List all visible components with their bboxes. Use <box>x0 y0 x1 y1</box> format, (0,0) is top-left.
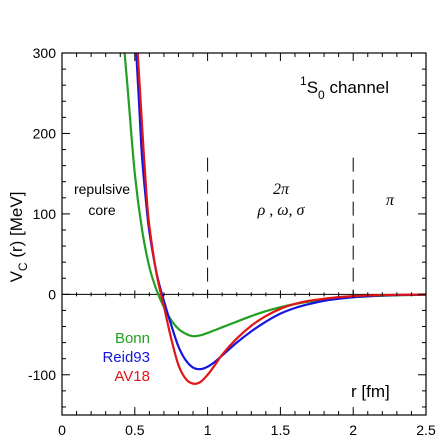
annot-mid-line2: ρ , ω, σ <box>257 202 306 219</box>
channel-title-main: S <box>307 78 318 97</box>
legend-entry-av18: AV18 <box>114 368 150 385</box>
annot-mid-line1: 2π <box>273 181 290 198</box>
y-axis-title-main: V <box>7 270 26 282</box>
series-line-av18 <box>136 53 426 385</box>
region-dividers <box>207 157 354 295</box>
x-tick-label: 2.5 <box>416 422 436 437</box>
y-tick-label: 0 <box>48 286 56 302</box>
y-tick-label: 100 <box>33 206 57 222</box>
annot-core-line2: core <box>88 202 115 218</box>
x-tick-label: 0 <box>58 422 66 437</box>
y-axis-title-rest: (r) [MeV] <box>7 192 26 258</box>
x-tick-label: 0.5 <box>125 422 145 437</box>
x-tick-label: 1.5 <box>271 422 291 437</box>
y-tick-label: 200 <box>33 125 57 141</box>
legend: Bonn Reid93 AV18 <box>102 330 150 385</box>
channel-title-rest: channel <box>329 78 389 97</box>
channel-title: 1S0 channel <box>300 74 389 102</box>
annot-outer: π <box>386 192 395 209</box>
potential-curves <box>123 53 426 385</box>
x-tick-label: 2 <box>349 422 357 437</box>
annot-core-line1: repulsive <box>74 181 130 197</box>
y-tick-label: -100 <box>28 367 56 383</box>
channel-title-sup: 1 <box>300 74 307 88</box>
x-tick-label: 1 <box>204 422 212 437</box>
x-axis-title: r [fm] <box>351 382 390 401</box>
channel-title-sub: 0 <box>318 88 325 102</box>
plot-frame <box>61 52 427 416</box>
legend-entry-bonn: Bonn <box>115 330 150 347</box>
y-axis-title: VC (r) [MeV] <box>7 192 30 283</box>
legend-entry-reid93: Reid93 <box>102 349 150 366</box>
y-axis-title-sub: C <box>16 262 30 271</box>
axis-ticks <box>61 52 427 415</box>
y-tick-labels: -100 0 100 200 300 <box>28 45 56 383</box>
y-tick-label: 300 <box>33 45 57 61</box>
x-tick-labels: 0 0.5 1 1.5 2 2.5 <box>58 422 436 437</box>
